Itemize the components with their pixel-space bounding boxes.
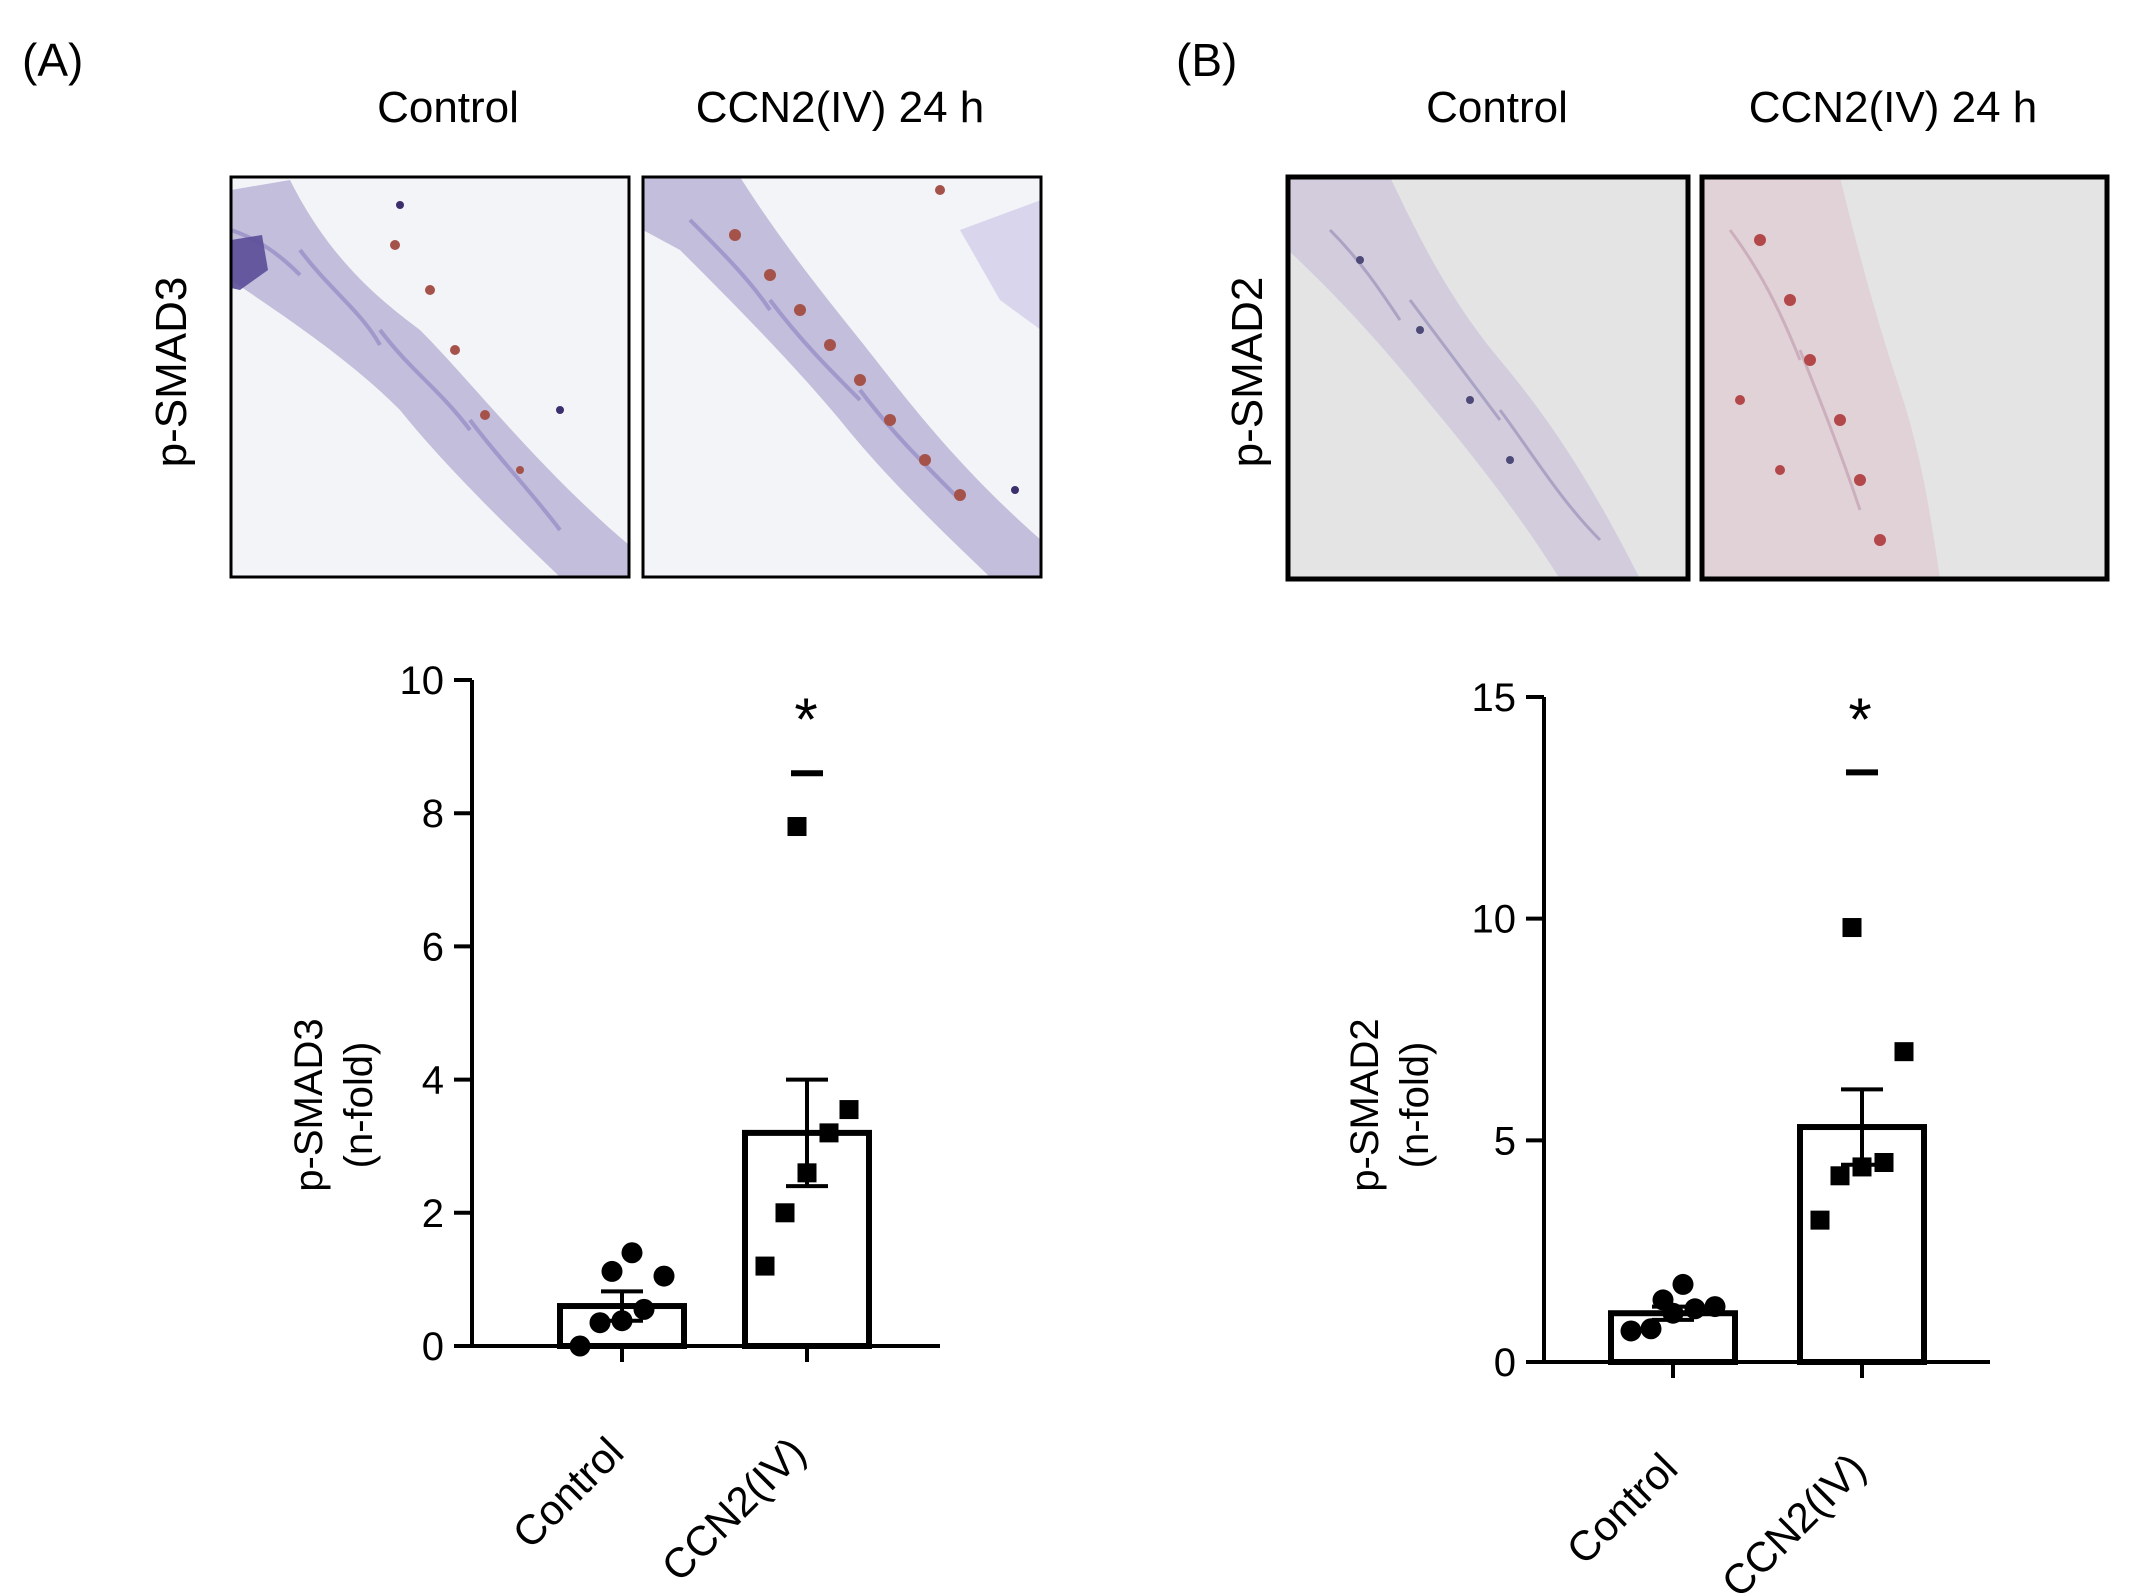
data-point-square: [797, 1163, 817, 1183]
micrograph-b-control: [1285, 174, 1691, 582]
data-point-square: [1842, 918, 1862, 938]
chart-b-xtick-ccn2: CCN2(IV): [1712, 1444, 1874, 1593]
data-point-square: [1810, 1210, 1830, 1230]
data-point-circle: [601, 1260, 623, 1282]
y-tick-label: 6: [422, 925, 444, 969]
y-tick-label: 10: [400, 659, 445, 703]
panel-a-label: (A): [22, 34, 83, 86]
panel-b-col-label-ccn2: CCN2(IV) 24 h: [1749, 83, 2038, 132]
chart-a-xtick-ccn2: CCN2(IV): [652, 1428, 814, 1590]
data-point-square: [1874, 1153, 1894, 1172]
y-tick-label: 15: [1472, 676, 1517, 720]
data-point-square: [787, 817, 807, 837]
data-point-square: [755, 1256, 775, 1276]
data-point-square: [1830, 1166, 1850, 1186]
chart-a-xtick-control: Control: [503, 1428, 632, 1557]
y-tick-label: 4: [422, 1059, 444, 1103]
data-point-circle: [653, 1265, 675, 1287]
data-point-circle: [621, 1242, 643, 1264]
data-point-square: [775, 1203, 795, 1223]
data-point-circle: [589, 1312, 611, 1334]
y-tick-label: 2: [422, 1192, 444, 1236]
y-tick-label: 8: [422, 792, 444, 836]
data-point-circle: [1620, 1320, 1642, 1342]
panel-a-row-label: p-SMAD3: [147, 277, 196, 468]
panel-b-row-label: p-SMAD2: [1223, 277, 1272, 468]
chart-b-significance: *: [1848, 686, 1871, 753]
panel-a-col-label-control: Control: [377, 83, 519, 132]
data-point-circle: [1652, 1289, 1674, 1311]
data-point-square: [1894, 1042, 1914, 1062]
panel-a-col-label-ccn2: CCN2(IV) 24 h: [696, 83, 985, 132]
data-point-square: [1852, 1157, 1872, 1177]
data-point-circle: [1684, 1298, 1706, 1320]
chart-a-significance: *: [794, 686, 817, 753]
chart-b-ylabel-line1: p-SMAD2: [1343, 1018, 1387, 1191]
micrograph-a-control: [229, 175, 631, 579]
panel-b-col-label-control: Control: [1426, 83, 1568, 132]
data-point-circle: [633, 1298, 655, 1320]
chart-a-ylabel-line2: (n-fold): [337, 1042, 381, 1169]
data-point-square: [839, 1100, 859, 1120]
y-tick-label: 10: [1472, 898, 1517, 942]
data-point-circle: [1640, 1318, 1662, 1340]
micrograph-b-ccn2: [1699, 174, 2110, 582]
chart-a-ylabel-line1: p-SMAD3: [287, 1018, 331, 1191]
y-tick-label: 5: [1494, 1119, 1516, 1163]
data-point-circle: [1704, 1296, 1726, 1318]
y-tick-label: 0: [1494, 1341, 1516, 1385]
data-point-circle: [1672, 1273, 1694, 1295]
chart-a: p-SMAD3 (n-fold) CCN2(IV) Control * 0 2 4 6…: [287, 659, 940, 1590]
chart-b-ylabel-line2: (n-fold): [1393, 1042, 1437, 1169]
data-point-circle: [611, 1310, 633, 1332]
chart-b-xtick-control: Control: [1557, 1444, 1686, 1573]
micrograph-a-ccn2: [641, 175, 1043, 579]
chart-b: p-SMAD2 (n-fold) Control CCN2(IV) * 0 5 10…: [1343, 676, 1990, 1593]
panel-b-label: (B): [1176, 34, 1237, 86]
y-tick-label: 0: [422, 1325, 444, 1369]
data-point-square: [819, 1123, 839, 1143]
